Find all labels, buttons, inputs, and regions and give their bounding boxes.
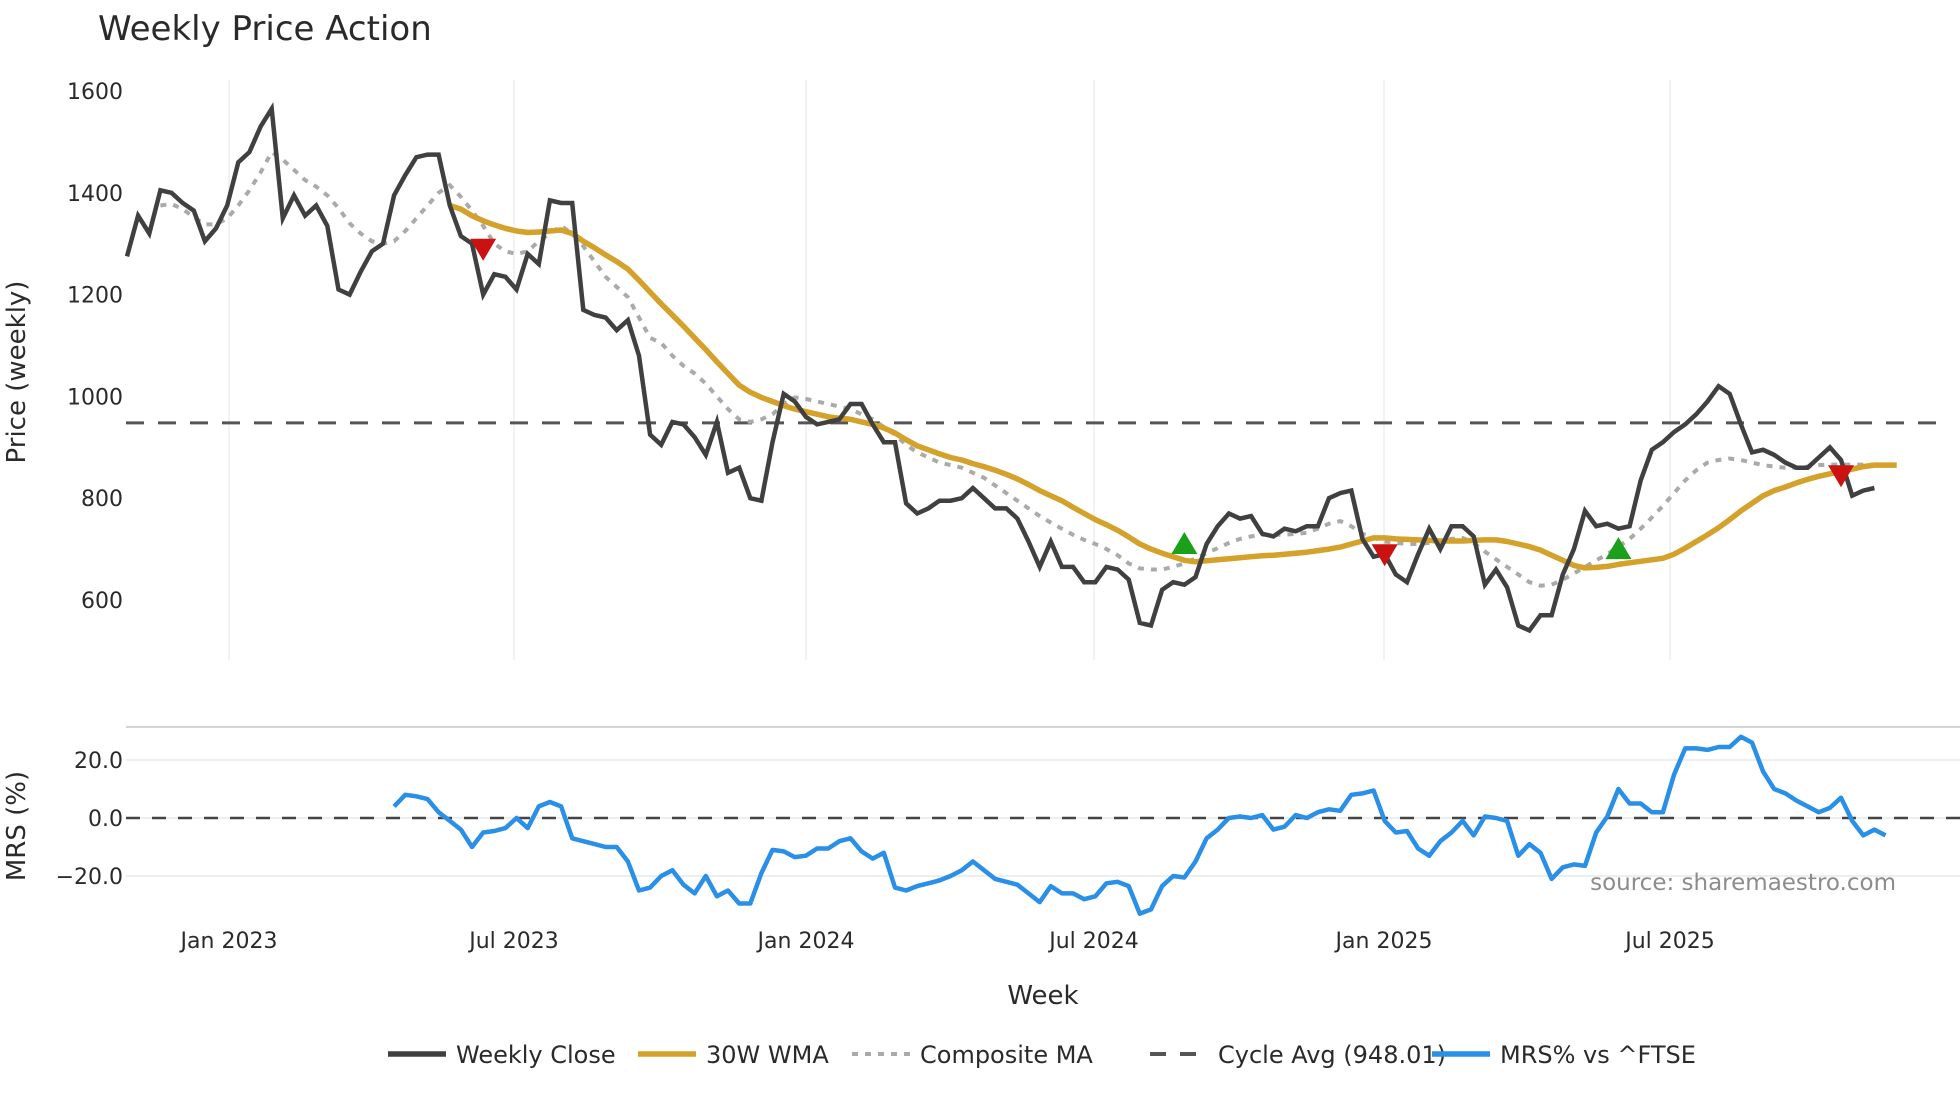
x-tick-label: Jul 2023: [467, 929, 559, 954]
mrs-y-tick-label: 20.0: [74, 749, 123, 774]
price-y-tick-label: 1200: [67, 284, 123, 309]
price-y-tick-label: 600: [81, 589, 123, 614]
legend-label: MRS% vs ^FTSE: [1500, 1041, 1696, 1069]
x-axis-label: Week: [1007, 981, 1078, 1011]
sell-signal-marker: [470, 238, 497, 261]
sell-signal-marker: [1371, 544, 1398, 567]
composite-ma-line: [160, 149, 1875, 588]
x-axis: Jan 2023 Jul 2023 Jan 2024 Jul 2024 Jan 2025…: [179, 929, 1715, 954]
legend-item[interactable]: Composite MA: [852, 1041, 1093, 1069]
legend-item[interactable]: Weekly Close: [388, 1041, 616, 1069]
legend-label: Weekly Close: [456, 1041, 616, 1069]
wma-30w-line: [448, 202, 1897, 571]
legend-label: 30W WMA: [706, 1041, 829, 1069]
price-y-tick-label: 1000: [67, 385, 123, 410]
weekly-close-line: [124, 102, 1875, 634]
mrs-y-tick-label: −20.0: [56, 865, 123, 890]
x-tick-label: Jan 2025: [1334, 929, 1433, 954]
legend: Weekly Close 30W WMA Composite MA Cycle Avg…: [388, 1041, 1696, 1069]
mrs-y-tick-label: 0.0: [88, 807, 123, 832]
signal-markers: [470, 238, 1855, 567]
source-note: source: sharemaestro.com: [1590, 870, 1896, 896]
x-tick-label: Jan 2023: [179, 929, 278, 954]
mrs-line: [392, 734, 1887, 916]
legend-item[interactable]: Cycle Avg (948.01): [1150, 1041, 1446, 1069]
legend-label: Cycle Avg (948.01): [1218, 1041, 1446, 1069]
price-y-tick-label: 1400: [67, 182, 123, 207]
legend-item[interactable]: MRS% vs ^FTSE: [1432, 1041, 1696, 1069]
price-gridlines: [228, 80, 1671, 660]
chart-title: Weekly Price Action: [98, 9, 432, 49]
x-tick-label: Jul 2024: [1047, 929, 1139, 954]
mrs-y-axis: 20.0 0.0 −20.0: [56, 749, 123, 890]
sell-signal-marker: [1828, 465, 1855, 488]
mrs-y-axis-label: MRS (%): [2, 771, 32, 881]
price-y-axis-label: Price (weekly): [2, 281, 32, 464]
x-tick-label: Jul 2025: [1623, 929, 1715, 954]
x-tick-label: Jan 2024: [756, 929, 855, 954]
price-y-tick-label: 1600: [67, 80, 123, 105]
price-y-tick-label: 800: [81, 487, 123, 512]
legend-item[interactable]: 30W WMA: [638, 1041, 829, 1069]
buy-signal-marker: [1171, 532, 1198, 555]
buy-signal-marker: [1605, 537, 1632, 560]
legend-label: Composite MA: [920, 1041, 1093, 1069]
price-y-axis: 1600 1400 1200 1000 800 600: [67, 80, 123, 614]
